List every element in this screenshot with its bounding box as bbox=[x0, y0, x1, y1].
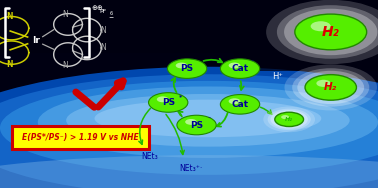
Circle shape bbox=[229, 98, 240, 104]
Circle shape bbox=[297, 71, 364, 104]
Text: ⊕⊕: ⊕⊕ bbox=[91, 5, 103, 11]
Ellipse shape bbox=[0, 155, 378, 188]
Text: E(PS*/PS⁻) > 1.19 V vs NHE: E(PS*/PS⁻) > 1.19 V vs NHE bbox=[22, 133, 138, 142]
Text: 6: 6 bbox=[110, 11, 113, 16]
Circle shape bbox=[167, 59, 207, 78]
Text: PS: PS bbox=[162, 98, 175, 107]
Circle shape bbox=[277, 5, 378, 59]
Text: PF: PF bbox=[99, 9, 107, 14]
Circle shape bbox=[157, 96, 169, 102]
FancyBboxPatch shape bbox=[12, 126, 149, 149]
Circle shape bbox=[292, 68, 369, 107]
Text: ⁻: ⁻ bbox=[251, 61, 254, 66]
Circle shape bbox=[281, 115, 289, 119]
Circle shape bbox=[220, 59, 260, 78]
Text: H₂: H₂ bbox=[285, 117, 293, 122]
Ellipse shape bbox=[0, 81, 378, 175]
Circle shape bbox=[177, 115, 216, 135]
Circle shape bbox=[311, 21, 331, 31]
Text: N: N bbox=[100, 43, 106, 52]
Text: PS: PS bbox=[181, 64, 194, 73]
Circle shape bbox=[295, 14, 367, 50]
Circle shape bbox=[271, 110, 308, 129]
Bar bbox=[0, 0, 378, 53]
Text: N: N bbox=[62, 10, 68, 19]
Text: H⁺: H⁺ bbox=[273, 72, 283, 81]
Text: H₂: H₂ bbox=[324, 82, 337, 92]
Text: N: N bbox=[100, 26, 106, 35]
Text: *: * bbox=[179, 95, 182, 100]
Circle shape bbox=[284, 9, 377, 55]
Circle shape bbox=[185, 119, 197, 125]
Text: Ir: Ir bbox=[32, 36, 40, 45]
Ellipse shape bbox=[94, 100, 321, 137]
Circle shape bbox=[263, 107, 315, 132]
Circle shape bbox=[285, 64, 377, 110]
Text: N: N bbox=[62, 61, 68, 70]
Circle shape bbox=[316, 80, 331, 87]
Text: N: N bbox=[6, 12, 13, 21]
Ellipse shape bbox=[38, 86, 378, 158]
Ellipse shape bbox=[66, 94, 350, 147]
Ellipse shape bbox=[0, 74, 378, 188]
Circle shape bbox=[149, 93, 188, 112]
Circle shape bbox=[268, 109, 311, 130]
Text: ⁻: ⁻ bbox=[208, 117, 211, 122]
Circle shape bbox=[229, 63, 240, 68]
Text: PS: PS bbox=[190, 121, 203, 130]
Text: NEt₃⁺·: NEt₃⁺· bbox=[179, 164, 203, 173]
Text: NEt₃: NEt₃ bbox=[141, 152, 158, 161]
Circle shape bbox=[220, 95, 260, 114]
Text: N: N bbox=[6, 60, 13, 69]
Text: Cat: Cat bbox=[231, 64, 249, 73]
Circle shape bbox=[275, 112, 304, 127]
Circle shape bbox=[305, 75, 356, 100]
Circle shape bbox=[176, 63, 187, 68]
Text: H₂: H₂ bbox=[322, 25, 339, 39]
Text: −: − bbox=[108, 14, 114, 19]
Text: Cat: Cat bbox=[231, 100, 249, 109]
Ellipse shape bbox=[0, 67, 378, 188]
Circle shape bbox=[266, 0, 378, 64]
Bar bbox=[234, 0, 378, 71]
